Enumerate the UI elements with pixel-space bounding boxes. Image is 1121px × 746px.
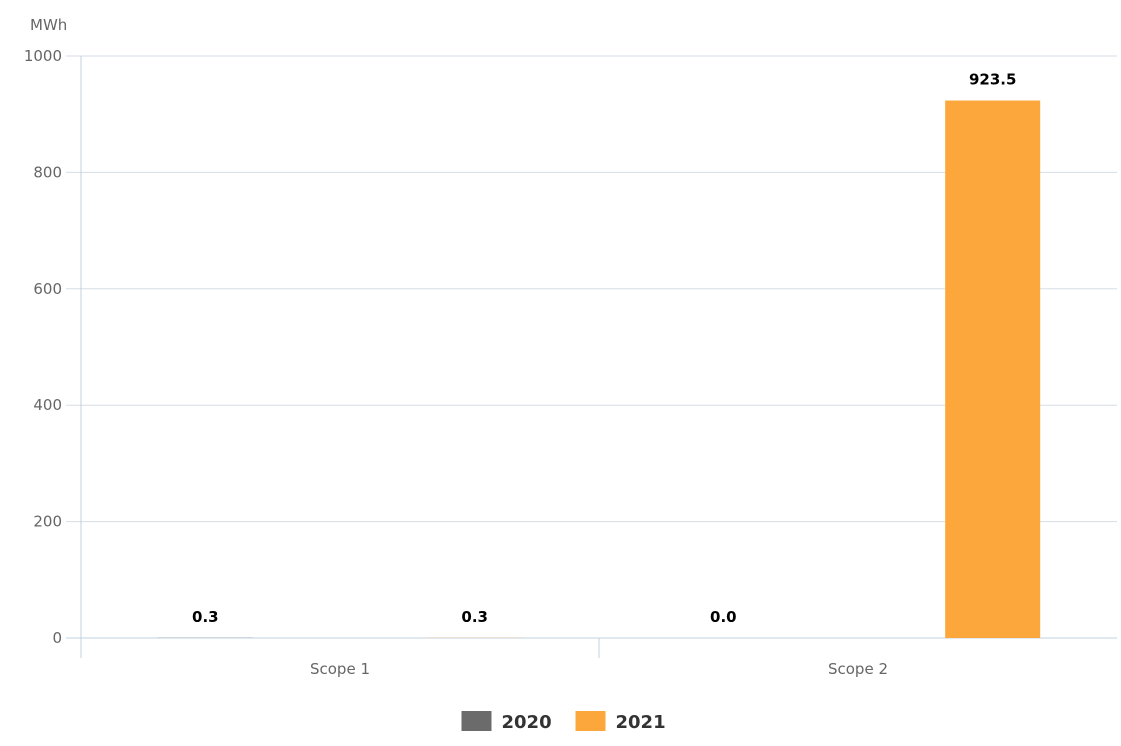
y-tick-label: 600 (33, 280, 62, 298)
y-axis-unit-label: MWh (30, 16, 67, 34)
legend-item-2021[interactable]: 2021 (576, 711, 666, 733)
legend-swatch (576, 711, 606, 731)
bars (158, 101, 1040, 638)
y-tick-label: 1000 (24, 47, 62, 65)
axes: MWh (30, 16, 599, 658)
category-label: Scope 2 (828, 660, 888, 678)
legend-swatch (462, 711, 492, 731)
y-tick-labels: 0 200 400 600 800 1000 (24, 47, 62, 647)
y-tick-label: 400 (33, 396, 62, 414)
y-tick-label: 200 (33, 513, 62, 531)
bar-2021-scope-2[interactable] (945, 101, 1040, 638)
data-labels: 0.3 0.0 0.3 923.5 (192, 71, 1016, 626)
data-label: 0.3 (461, 608, 488, 626)
legend-item-2020[interactable]: 2020 (462, 711, 552, 733)
data-label: 0.3 (192, 608, 219, 626)
legend-label: 2020 (502, 712, 552, 733)
category-labels: Scope 1 Scope 2 (310, 660, 888, 678)
legend-label: 2021 (616, 712, 666, 733)
legend[interactable]: 2020 2021 (462, 711, 666, 733)
y-tick-label: 0 (52, 629, 62, 647)
category-label: Scope 1 (310, 660, 370, 678)
data-label: 0.0 (710, 608, 737, 626)
y-tick-label: 800 (33, 163, 62, 181)
data-label: 923.5 (969, 71, 1016, 89)
